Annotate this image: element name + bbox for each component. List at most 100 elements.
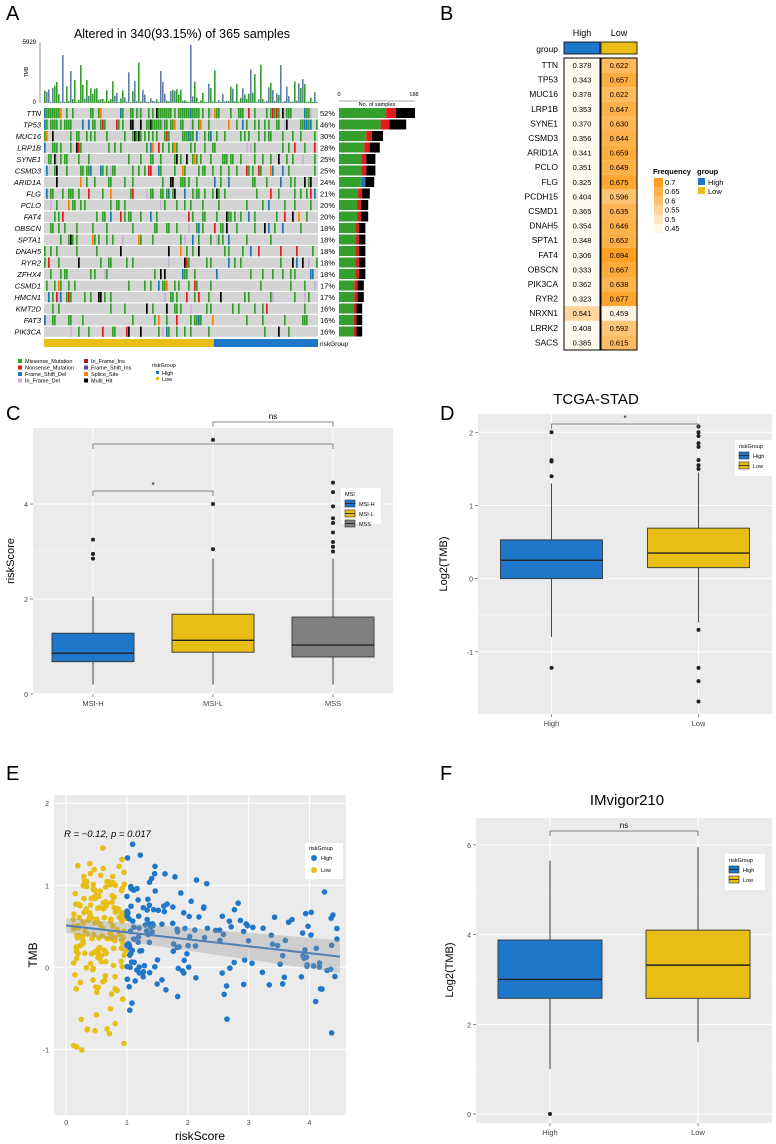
scatter-point-high <box>240 928 247 935</box>
mutation-cell <box>152 234 154 245</box>
gene-percent: 16% <box>320 316 335 325</box>
mutation-cell <box>182 269 184 280</box>
tmb-bar <box>152 100 154 103</box>
mutation-cell <box>218 188 220 199</box>
tmb-bar <box>304 84 306 103</box>
heatmap-cell-high <box>564 262 600 277</box>
legend-group-title: riskGroup <box>152 363 176 369</box>
mutation-cell <box>306 119 308 130</box>
mutation-cell <box>202 165 204 176</box>
gene-percent: 17% <box>320 282 335 291</box>
scatter-point-high <box>152 888 159 894</box>
gene-label: ZFHX4 <box>16 270 41 279</box>
significance-label: ns <box>620 821 628 830</box>
gene-row-bg <box>44 326 318 337</box>
mutation-cell <box>260 280 262 291</box>
mutation-cell <box>264 326 266 337</box>
scatter-point-high <box>316 960 323 966</box>
scatter-point-low <box>79 933 86 940</box>
tmb-bar <box>158 101 160 103</box>
mutation-cell <box>284 119 286 130</box>
scatter-point-high <box>136 925 142 931</box>
heatmap-gene-label: OBSCN <box>528 264 558 274</box>
heatmap-cell-high <box>564 131 600 146</box>
count-bar-segment <box>354 292 358 302</box>
scatter-point-high <box>136 964 142 970</box>
mutation-cell <box>158 326 160 337</box>
tmb-bar <box>98 99 100 103</box>
count-bar-segment <box>353 326 357 337</box>
scatter-point-low <box>72 971 78 978</box>
heatmap-col-border <box>563 57 601 351</box>
frequency-legend-swatch <box>654 178 663 188</box>
scatter-point-high <box>332 973 338 980</box>
heatmap-cell-low <box>601 131 637 146</box>
mutation-cell <box>280 257 282 268</box>
tmb-bar <box>300 88 302 103</box>
scatter-point-high <box>146 939 153 946</box>
mutation-cell <box>54 119 56 130</box>
scatter-point-high <box>137 852 144 858</box>
mutation-cell <box>188 211 190 222</box>
mutation-cell <box>104 119 106 130</box>
tmb-bar <box>230 86 232 103</box>
mutation-cell <box>108 257 110 268</box>
mutation-cell <box>288 108 290 119</box>
scatter-point-high <box>129 1000 135 1006</box>
mutation-cell <box>182 119 184 130</box>
mutation-cell <box>276 108 278 119</box>
scatter-point-low <box>112 1020 119 1027</box>
confidence-band <box>66 918 340 974</box>
y-tick-label: 4 <box>24 502 28 509</box>
mutation-cell <box>80 200 82 211</box>
scatter-point-high <box>163 987 169 993</box>
mutation-cell <box>76 223 78 234</box>
mutation-cell <box>202 223 204 234</box>
gene-label: FAT3 <box>24 316 42 325</box>
tmb-bar <box>190 45 192 103</box>
y-axis-label: TMB <box>26 942 40 967</box>
mutation-cell <box>246 200 248 211</box>
scatter-point-low <box>121 881 128 887</box>
panel-letter-f: F <box>440 763 452 785</box>
legend-swatch <box>18 359 22 363</box>
mutation-cell <box>152 188 154 199</box>
mutation-cell <box>146 188 148 199</box>
mutation-cell <box>310 177 312 188</box>
tmb-bar <box>142 89 144 103</box>
scatter-point-low <box>119 963 125 970</box>
mutation-cell <box>110 177 112 188</box>
heatmap-cell-high <box>564 247 600 263</box>
mutation-cell <box>162 108 164 119</box>
scatter-point-high <box>146 879 153 886</box>
scatter-point-low <box>111 904 118 911</box>
tmb-bar <box>110 99 112 103</box>
mutation-cell <box>168 257 170 268</box>
mutation-cell <box>258 119 260 130</box>
count-bar-segment <box>365 177 375 187</box>
mutation-cell <box>294 200 296 211</box>
mutation-cell <box>310 108 312 119</box>
scatter-point-high <box>219 970 226 976</box>
mutation-cell <box>286 119 288 130</box>
mutation-cell <box>282 131 284 142</box>
scatter-point-high <box>140 904 147 911</box>
mutation-cell <box>54 280 56 291</box>
scatter-point-high <box>154 957 161 963</box>
panel-a-oncoplot: Altered in 340(93.15%) of 365 samples 592… <box>13 27 419 385</box>
scatter-point-high <box>144 916 150 923</box>
mutation-cell <box>184 188 186 199</box>
mutation-cell <box>186 108 188 119</box>
mutation-cell <box>70 326 72 337</box>
legend-label: Low <box>753 464 763 470</box>
tmb-bar <box>68 101 70 103</box>
mutation-cell <box>214 223 216 234</box>
mutation-cell <box>100 165 102 176</box>
regression-line <box>66 924 341 958</box>
mutation-cell <box>96 211 98 222</box>
mutation-cell <box>232 154 234 165</box>
mutation-cell <box>192 108 194 119</box>
scatter-point-high <box>125 910 131 916</box>
y-tick-label: 2 <box>45 801 49 808</box>
